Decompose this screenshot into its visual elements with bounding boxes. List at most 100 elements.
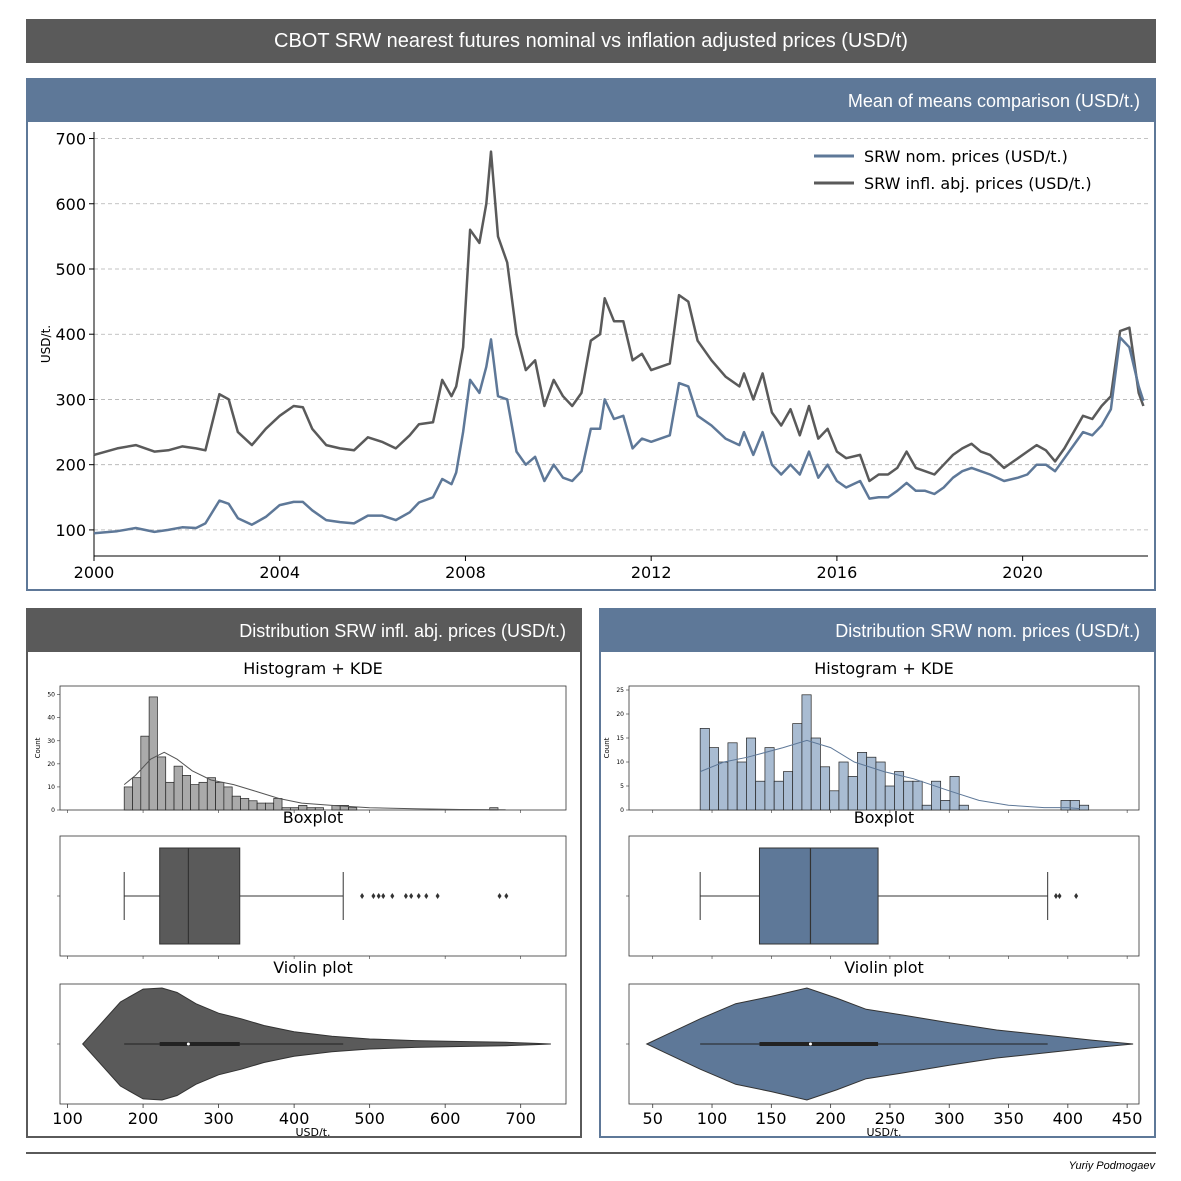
- boxplot-title: Boxplot: [854, 808, 914, 827]
- violin-iqr: [159, 1042, 240, 1046]
- histogram-bar: [847, 776, 858, 811]
- outlier-marker: [424, 893, 429, 899]
- violin-title: Violin plot: [273, 958, 353, 977]
- histogram-bar: [801, 694, 812, 811]
- x-tick-label: 500: [354, 1109, 385, 1128]
- box-iqr: [758, 847, 879, 945]
- count-tick-label: 15: [616, 735, 624, 742]
- outlier-marker: [504, 893, 509, 899]
- histogram-bar: [223, 786, 233, 811]
- histogram-bar: [198, 781, 208, 811]
- outlier-marker: [1057, 893, 1062, 899]
- kde-curve: [700, 739, 1080, 810]
- left-distribution-panel: Distribution SRW infl. abj. prices (USD/…: [26, 608, 582, 1138]
- y-tick-label: 700: [55, 130, 86, 149]
- kde-curve: [123, 751, 506, 811]
- count-tick-label: 25: [616, 687, 624, 694]
- outlier-marker: [409, 893, 414, 899]
- x-tick-label: 50: [643, 1109, 663, 1128]
- histogram-bar: [231, 795, 241, 811]
- x-tick-label: 600: [430, 1109, 461, 1128]
- x-tick-label: 2004: [259, 563, 300, 582]
- y-tick-label: 100: [55, 521, 86, 540]
- histogram-title: Histogram + KDE: [814, 659, 954, 678]
- x-tick-label: 450: [1112, 1109, 1143, 1128]
- histogram-bar: [148, 696, 158, 811]
- histogram-bar: [857, 752, 868, 811]
- histogram-bar: [256, 802, 266, 811]
- histogram-bar: [709, 747, 720, 811]
- histogram-bar: [1060, 800, 1071, 811]
- count-tick-label: 10: [616, 759, 624, 766]
- histogram-bar: [820, 766, 831, 811]
- histogram-bar: [265, 802, 275, 811]
- y-tick-label: 600: [55, 195, 86, 214]
- histogram-bar: [140, 735, 150, 811]
- right-distribution-chart: Histogram + KDE Boxplot Violin plot 0 5 10 15 2…: [603, 659, 1143, 1136]
- outlier-marker: [1074, 893, 1079, 899]
- histogram-bar: [699, 728, 710, 811]
- y-tick-label: 500: [55, 260, 86, 279]
- histogram-bar: [912, 780, 923, 811]
- count-tick-label: 0: [51, 807, 55, 814]
- x-tick-label: 2012: [631, 563, 672, 582]
- histogram-bar: [894, 771, 905, 811]
- outlier-marker: [390, 893, 395, 899]
- histogram-bar: [940, 800, 951, 811]
- histogram-bar: [773, 780, 784, 811]
- legend-label: SRW infl. abj. prices (USD/t.): [864, 174, 1092, 193]
- outlier-marker: [376, 893, 381, 899]
- x-tick-label: 400: [1053, 1109, 1084, 1128]
- histogram-bar: [829, 790, 840, 811]
- violin-title: Violin plot: [844, 958, 924, 977]
- histogram-bar: [1079, 804, 1090, 811]
- left-panel-header: Distribution SRW infl. abj. prices (USD/…: [28, 610, 580, 652]
- x-tick-label: 300: [934, 1109, 965, 1128]
- series-line: [93, 336, 1145, 535]
- histogram-bar: [866, 756, 877, 811]
- histogram-bar: [289, 807, 300, 811]
- histogram-bar: [931, 780, 942, 811]
- histogram-bar: [181, 775, 192, 811]
- outlier-marker: [381, 893, 386, 899]
- histogram-bar: [240, 798, 250, 811]
- histogram-bar: [958, 804, 969, 811]
- author-credit: Yuriy Podmogaev: [1068, 1160, 1155, 1172]
- left-distribution-chart: Histogram + KDE Boxplot Violin plot 0 10 20 30…: [34, 659, 567, 1136]
- x-tick-label: 200: [815, 1109, 846, 1128]
- histogram-bar: [755, 780, 766, 811]
- y-tick-label: 400: [55, 325, 86, 344]
- x-axis-label: USD/t.: [295, 1126, 330, 1136]
- legend-label: SRW nom. prices (USD/t.): [864, 147, 1068, 166]
- x-tick-label: 300: [203, 1109, 234, 1128]
- histogram-bar: [248, 800, 258, 811]
- main-chart-panel: Mean of means comparison (USD/t.) 100 200…: [26, 78, 1156, 591]
- right-distribution-panel: Distribution SRW nom. prices (USD/t.) Hi…: [599, 608, 1156, 1138]
- main-panel-header: Mean of means comparison (USD/t.): [28, 80, 1154, 122]
- histogram-bar: [157, 756, 167, 811]
- histogram-bar: [810, 737, 821, 811]
- histogram-bar: [921, 804, 932, 811]
- histogram-bar: [281, 807, 291, 811]
- histogram-bar: [132, 777, 142, 811]
- count-tick-label: 10: [47, 784, 55, 791]
- x-tick-label: 700: [505, 1109, 536, 1128]
- histogram-bar: [165, 781, 175, 811]
- histogram-title: Histogram + KDE: [243, 659, 383, 678]
- count-tick-label: 50: [47, 692, 55, 699]
- histogram-bar: [190, 784, 200, 811]
- x-tick-label: 2000: [74, 563, 115, 582]
- x-tick-label: 350: [993, 1109, 1024, 1128]
- x-axis-label: USD/t.: [866, 1126, 901, 1136]
- histogram-bar: [348, 807, 358, 811]
- count-axis-label: Count: [34, 737, 42, 758]
- footer-divider: [26, 1152, 1156, 1154]
- histogram-bar: [215, 781, 225, 811]
- right-panel-header: Distribution SRW nom. prices (USD/t.): [601, 610, 1154, 652]
- histogram-bar: [736, 761, 747, 811]
- histogram-bar: [792, 723, 803, 811]
- histogram-bar: [206, 777, 216, 811]
- outlier-marker: [497, 893, 502, 899]
- count-tick-label: 20: [616, 711, 624, 718]
- x-tick-label: 400: [279, 1109, 310, 1128]
